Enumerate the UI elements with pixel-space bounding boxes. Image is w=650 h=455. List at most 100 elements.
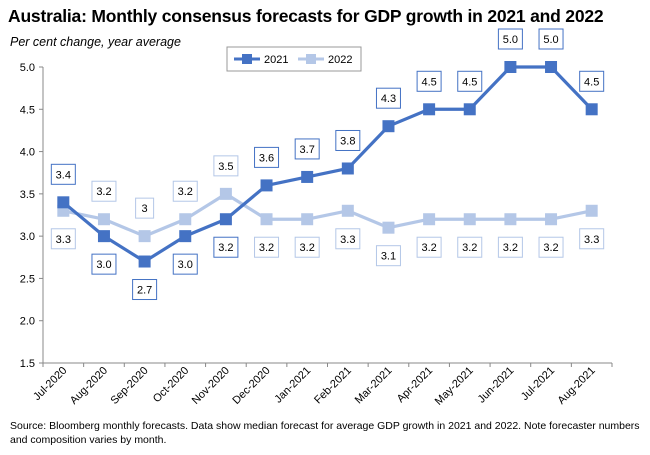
data-label-box bbox=[50, 163, 76, 185]
x-tick-label: Nov-2020 bbox=[190, 365, 232, 407]
data-label-text: 3.2 bbox=[421, 242, 436, 254]
data-label-box bbox=[457, 70, 483, 92]
y-tick-label: 5.0 bbox=[20, 62, 35, 74]
data-label-box bbox=[579, 228, 605, 250]
data-label-box bbox=[254, 236, 280, 258]
series-line-2022 bbox=[62, 192, 593, 238]
data-label-box bbox=[132, 279, 158, 301]
data-label-box bbox=[213, 155, 239, 177]
x-tick-label: Feb-2021 bbox=[312, 365, 354, 407]
data-label-text: 3.2 bbox=[178, 186, 193, 198]
data-label-text: 3.4 bbox=[56, 169, 71, 181]
data-point-2021 bbox=[341, 162, 354, 175]
chart-title: Australia: Monthly consensus forecasts f… bbox=[8, 6, 604, 26]
data-label-text: 4.3 bbox=[381, 93, 396, 105]
data-label-2021: 4.5 bbox=[416, 70, 442, 92]
data-label-2022: 3 bbox=[135, 197, 155, 219]
y-tick-label: 4.0 bbox=[20, 147, 35, 159]
data-point-2021 bbox=[260, 179, 273, 192]
data-label-text: 5.0 bbox=[543, 34, 558, 46]
data-point-2021 bbox=[219, 213, 232, 226]
data-point-2022 bbox=[341, 204, 354, 217]
data-label-text: 3.0 bbox=[178, 259, 193, 271]
data-point-2022 bbox=[545, 213, 558, 226]
data-point-2021 bbox=[97, 230, 110, 243]
data-label-2021: 3.7 bbox=[294, 138, 320, 160]
x-tick-label: Aug-2020 bbox=[68, 365, 110, 407]
data-label-box bbox=[135, 197, 155, 219]
data-point-2022 bbox=[301, 213, 314, 226]
legend-item-2022: 2022 bbox=[298, 54, 352, 66]
series-2022 bbox=[57, 187, 598, 243]
x-tick-label: Jul-2021 bbox=[519, 365, 557, 403]
y-tick-label: 3.0 bbox=[20, 231, 35, 243]
x-tick-label: Jun-2021 bbox=[476, 365, 517, 406]
data-point-2022 bbox=[504, 213, 517, 226]
x-tick-label: May-2021 bbox=[433, 365, 476, 408]
data-label-box bbox=[579, 70, 605, 92]
data-label-text: 4.5 bbox=[584, 76, 599, 88]
data-label-2022: 3.2 bbox=[497, 236, 523, 258]
data-label-box bbox=[172, 253, 198, 275]
data-point-2022 bbox=[138, 230, 151, 243]
chart-subtitle: Per cent change, year average bbox=[10, 35, 181, 49]
data-label-box bbox=[294, 236, 320, 258]
data-label-text: 4.5 bbox=[462, 76, 477, 88]
data-label-text: 3.3 bbox=[584, 234, 599, 246]
data-label-2022: 3.2 bbox=[91, 180, 117, 202]
data-label-text: 3.0 bbox=[96, 259, 111, 271]
data-label-text: 3.7 bbox=[300, 144, 315, 156]
data-point-2022 bbox=[585, 204, 598, 217]
data-label-text: 5.0 bbox=[503, 34, 518, 46]
y-tick-label: 2.5 bbox=[20, 273, 35, 285]
data-label-box bbox=[335, 129, 361, 151]
data-label-box bbox=[457, 236, 483, 258]
data-label-text: 3 bbox=[142, 203, 148, 215]
series-line-2021 bbox=[62, 65, 593, 264]
legend-marker bbox=[306, 54, 316, 64]
data-label-text: 3.1 bbox=[381, 251, 396, 263]
data-label-text: 3.8 bbox=[340, 135, 355, 147]
data-label-text: 3.2 bbox=[259, 242, 274, 254]
series-layer bbox=[57, 61, 598, 268]
data-point-2021 bbox=[138, 255, 151, 268]
legend-label: 2021 bbox=[264, 54, 288, 66]
data-point-2021 bbox=[585, 103, 598, 116]
data-label-2021: 3.0 bbox=[172, 253, 198, 275]
x-tick-label: Oct-2020 bbox=[151, 365, 191, 405]
data-label-box bbox=[50, 228, 76, 250]
x-tick-label: Jul-2020 bbox=[31, 365, 69, 403]
data-label-2021: 3.6 bbox=[254, 146, 280, 168]
data-label-text: 2.7 bbox=[137, 285, 152, 297]
data-label-2022: 3.2 bbox=[457, 236, 483, 258]
data-label-text: 3.3 bbox=[340, 234, 355, 246]
data-label-text: 3.2 bbox=[218, 242, 233, 254]
data-point-2022 bbox=[260, 213, 273, 226]
data-label-box bbox=[416, 70, 442, 92]
data-label-2021: 4.3 bbox=[375, 87, 401, 109]
data-labels-layer: 3.4 3.0 2.7 3.0 3.2 3.6 3.7 3.8 4.3 4.5 4.5 5.0 5.0 4… bbox=[50, 28, 605, 301]
legend-item-2021: 2021 bbox=[234, 54, 288, 66]
data-point-2022 bbox=[97, 213, 110, 226]
x-tick-label: Aug-2021 bbox=[556, 365, 598, 407]
data-label-box bbox=[497, 236, 523, 258]
data-label-2021: 3.0 bbox=[91, 253, 117, 275]
data-label-text: 4.5 bbox=[421, 76, 436, 88]
data-label-text: 3.2 bbox=[543, 242, 558, 254]
data-label-2021: 3.4 bbox=[50, 163, 76, 185]
data-label-text: 3.2 bbox=[462, 242, 477, 254]
data-label-box bbox=[416, 236, 442, 258]
data-label-2021: 4.5 bbox=[579, 70, 605, 92]
data-point-2022 bbox=[219, 187, 232, 200]
data-label-2021: 2.7 bbox=[132, 279, 158, 301]
data-label-2021: 3.2 bbox=[213, 236, 239, 258]
data-label-box bbox=[213, 236, 239, 258]
data-label-2022: 3.2 bbox=[538, 236, 564, 258]
data-label-box bbox=[538, 236, 564, 258]
data-label-2022: 3.2 bbox=[294, 236, 320, 258]
x-tick-label: Jan-2021 bbox=[272, 365, 313, 406]
data-point-2021 bbox=[463, 103, 476, 116]
data-label-2022: 3.3 bbox=[579, 228, 605, 250]
data-point-2022 bbox=[423, 213, 436, 226]
data-point-2021 bbox=[179, 230, 192, 243]
